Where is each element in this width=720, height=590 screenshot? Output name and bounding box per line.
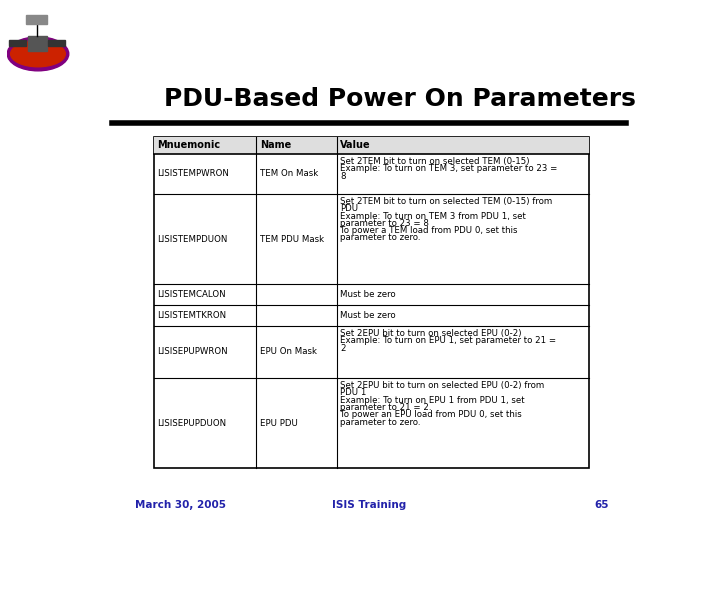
Text: Name: Name	[260, 140, 291, 150]
Text: Example: To turn on EPU 1, set parameter to 21 =: Example: To turn on EPU 1, set parameter…	[341, 336, 557, 345]
Text: LISISTEMCALON: LISISTEMCALON	[158, 290, 226, 299]
Text: parameter to 23 = 8: parameter to 23 = 8	[341, 219, 429, 228]
Text: 8: 8	[341, 172, 346, 181]
Ellipse shape	[7, 37, 68, 71]
Text: LISISTEMPWRON: LISISTEMPWRON	[158, 169, 230, 178]
Text: LISISTEMPDUON: LISISTEMPDUON	[158, 235, 228, 244]
Text: TEM PDU Mask: TEM PDU Mask	[260, 235, 324, 244]
Text: Mnuemonic: Mnuemonic	[158, 140, 220, 150]
Bar	[27, 15, 47, 24]
Text: Example: To turn on TEM 3 from PDU 1, set: Example: To turn on TEM 3 from PDU 1, se…	[341, 212, 526, 221]
Text: Value: Value	[341, 140, 371, 150]
Bar	[154, 137, 590, 468]
Text: LISISEPUPDUON: LISISEPUPDUON	[158, 419, 227, 428]
Text: To power a TEM load from PDU 0, set this: To power a TEM load from PDU 0, set this	[341, 226, 518, 235]
Text: 65: 65	[595, 500, 609, 510]
Text: LISISTEMTKRON: LISISTEMTKRON	[158, 311, 227, 320]
Text: parameter to 21 = 2.: parameter to 21 = 2.	[341, 403, 432, 412]
Bar	[27, 36, 47, 51]
Text: TEM On Mask: TEM On Mask	[260, 169, 318, 178]
Text: March 30, 2005: March 30, 2005	[135, 500, 225, 510]
Text: EPU PDU: EPU PDU	[260, 419, 297, 428]
Text: ISIS Training: ISIS Training	[332, 500, 406, 510]
Text: PDU 1: PDU 1	[341, 388, 366, 398]
Bar	[154, 137, 590, 154]
Bar	[9, 40, 27, 45]
Ellipse shape	[11, 41, 66, 67]
Text: PDU: PDU	[341, 204, 359, 214]
Bar	[48, 40, 66, 45]
Text: parameter to zero.: parameter to zero.	[341, 234, 420, 242]
Text: EPU On Mask: EPU On Mask	[260, 348, 317, 356]
Text: To power an EPU load from PDU 0, set this: To power an EPU load from PDU 0, set thi…	[341, 410, 522, 419]
Text: LISISEPUPWRON: LISISEPUPWRON	[158, 348, 228, 356]
Text: Must be zero: Must be zero	[341, 311, 396, 320]
Text: parameter to zero.: parameter to zero.	[341, 418, 420, 427]
Text: Set 2TEM bit to turn on selected TEM (0-15) from: Set 2TEM bit to turn on selected TEM (0-…	[341, 197, 552, 206]
Text: Must be zero: Must be zero	[341, 290, 396, 299]
Text: Example: To turn on TEM 3, set parameter to 23 =: Example: To turn on TEM 3, set parameter…	[341, 165, 558, 173]
Text: 2: 2	[341, 343, 346, 353]
Text: Set 2EPU bit to turn on selected EPU (0-2): Set 2EPU bit to turn on selected EPU (0-…	[341, 329, 522, 338]
Text: Example: To turn on EPU 1 from PDU 1, set: Example: To turn on EPU 1 from PDU 1, se…	[341, 396, 525, 405]
Text: Set 2TEM bit to turn on selected TEM (0-15): Set 2TEM bit to turn on selected TEM (0-…	[341, 157, 530, 166]
Text: PDU-Based Power On Parameters: PDU-Based Power On Parameters	[163, 87, 636, 111]
Text: Set 2EPU bit to turn on selected EPU (0-2) from: Set 2EPU bit to turn on selected EPU (0-…	[341, 381, 544, 390]
